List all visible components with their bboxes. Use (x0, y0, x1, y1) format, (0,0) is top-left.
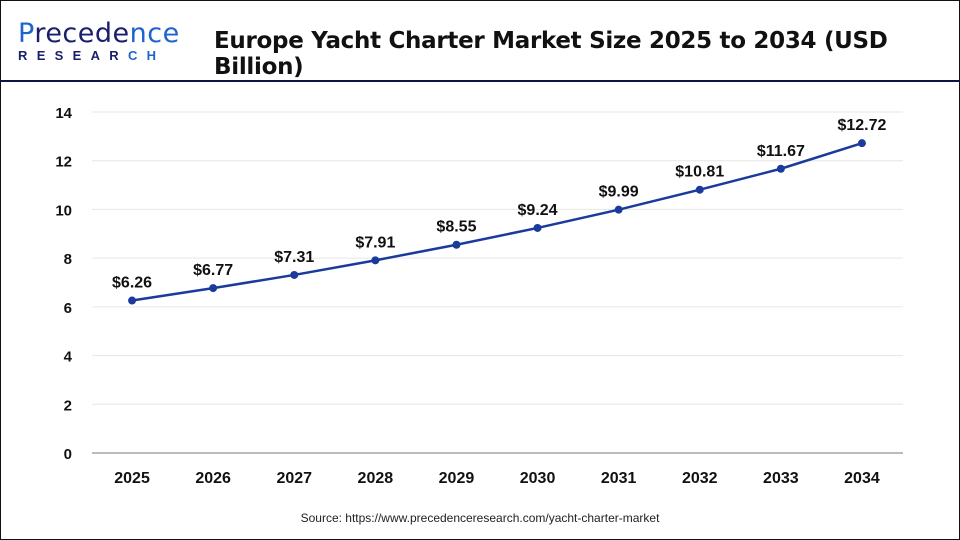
x-tick-label: 2031 (601, 470, 637, 487)
data-point (776, 164, 785, 173)
data-point (371, 256, 380, 265)
data-point (857, 139, 866, 148)
data-point (452, 240, 461, 249)
data-label: $7.91 (355, 234, 395, 251)
y-tick-label: 4 (64, 349, 73, 366)
logo-text: nce (129, 18, 180, 49)
data-point (533, 223, 542, 232)
x-tick-label: 2026 (195, 470, 231, 487)
data-label: $12.72 (837, 117, 886, 134)
logo-text: RESEAR (18, 48, 128, 63)
x-tick-label: 2027 (276, 470, 312, 487)
logo-text: recede (34, 18, 130, 49)
data-point (290, 270, 299, 279)
y-tick-label: 0 (64, 446, 72, 463)
logo-text: CH (127, 48, 166, 63)
logo-text: P (18, 18, 35, 49)
data-point (209, 284, 218, 293)
x-tick-label: 2029 (439, 470, 475, 487)
data-label: $9.24 (518, 202, 558, 219)
x-tick-label: 2033 (763, 470, 799, 487)
x-tick-label: 2030 (520, 470, 556, 487)
logo: Precedence RESEARCH (18, 18, 180, 64)
x-tick-label: 2032 (682, 470, 718, 487)
source-note: Source: https://www.precedenceresearch.c… (300, 511, 660, 525)
y-tick-label: 2 (64, 397, 72, 414)
data-label: $6.26 (112, 275, 152, 292)
series-line (131, 141, 863, 302)
y-tick-label: 6 (64, 300, 72, 317)
y-tick-label: 8 (64, 251, 72, 268)
x-tick-label: 2034 (844, 470, 880, 487)
x-tick-label: 2028 (358, 470, 394, 487)
data-label: $9.99 (599, 184, 639, 201)
data-label: $10.81 (675, 164, 724, 181)
y-tick-label: 12 (55, 154, 72, 171)
chart-title: Europe Yacht Charter Market Size 2025 to… (214, 28, 888, 80)
data-label: $6.77 (193, 262, 233, 279)
header-divider (0, 80, 960, 82)
data-point (614, 205, 623, 214)
data-label: $7.31 (274, 249, 314, 266)
data-label: $11.67 (757, 143, 805, 160)
y-tick-label: 14 (55, 105, 72, 122)
x-tick-label: 2025 (114, 470, 150, 487)
data-label: $8.55 (436, 219, 476, 236)
data-point (128, 296, 137, 305)
y-tick-label: 10 (55, 202, 72, 219)
data-point (695, 185, 704, 194)
